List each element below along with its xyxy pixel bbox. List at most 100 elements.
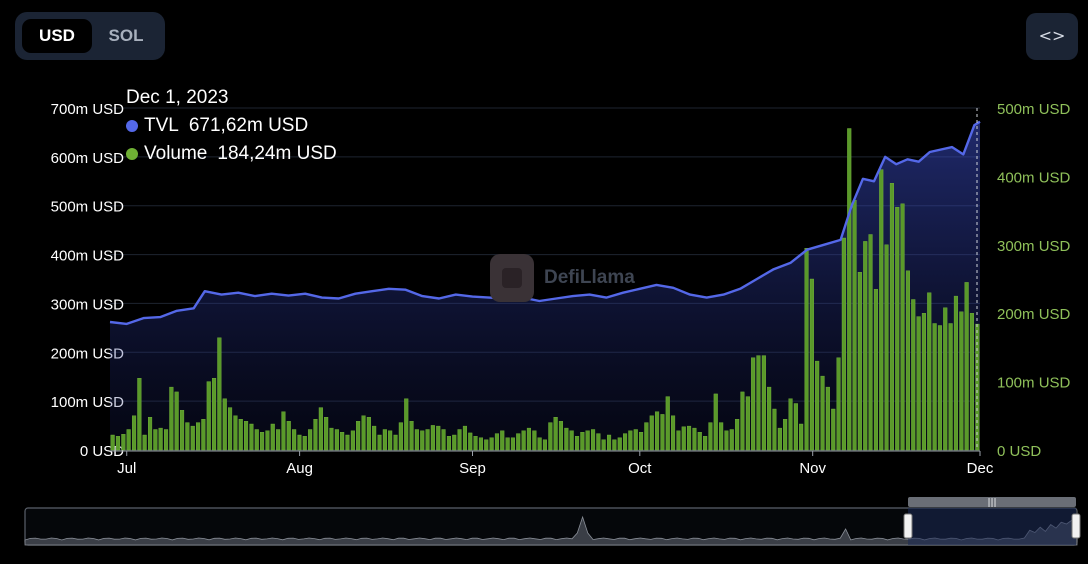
volume-bar [868,234,873,451]
toggle-option-sol[interactable]: SOL [108,26,144,45]
volume-bar [217,337,222,451]
right-axis-tick-label: 0 USD [997,443,1041,460]
volume-bar [526,427,531,451]
volume-bar [804,247,809,451]
volume-bar [825,386,830,451]
volume-bar [126,429,131,451]
volume-bar [558,421,563,451]
volume-bar [580,432,585,451]
volume-bar [500,430,505,451]
volume-bar [409,421,414,451]
volume-bar [884,244,889,451]
volume-bar [265,430,270,451]
volume-bar [414,429,419,451]
volume-bar [676,430,681,451]
tooltip-tvl-value: 671,62m USD [188,115,309,136]
left-axis-tick-label: 200m USD [51,345,125,362]
volume-bar [249,423,254,451]
llama-logo-icon [490,254,534,302]
volume-bar [516,433,521,451]
right-axis-tick-label: 500m USD [997,101,1071,118]
volume-bar [329,427,334,451]
volume-bar [692,427,697,451]
volume-bar [292,429,297,451]
volume-bar [751,357,756,451]
volume-bar [361,415,366,451]
x-axis-tick-label: Dec [967,460,994,477]
code-icon: <> [1038,26,1066,45]
volume-bar [308,429,313,451]
volume-bar [313,419,318,451]
volume-bar [137,378,142,451]
volume-bar [788,398,793,451]
left-axis-tick-label: 100m USD [51,394,125,411]
volume-bar [243,421,249,451]
volume-bar [425,429,430,451]
volume-bar [260,432,265,451]
volume-bar [286,421,291,451]
volume-bar [462,425,468,451]
volume-bar [521,430,526,451]
volume-bar [639,432,644,451]
volume-bar [617,437,622,451]
volume-bar [276,429,281,451]
toggle-option-usd[interactable]: USD [22,19,92,53]
left-axis-tick-label: 500m USD [51,199,125,216]
volume-bar [270,423,275,451]
left-axis-tick-label: 300m USD [51,296,125,313]
left-axis-tick-label: 400m USD [51,248,125,265]
tooltip-tvl-row: TVL 671,62m USD [126,112,337,140]
volume-bar [612,439,617,451]
volume-bar [404,398,409,451]
volume-bar [857,272,862,451]
volume-bar [505,437,510,451]
right-axis-tick-label: 100m USD [997,375,1071,392]
volume-bar [356,421,361,451]
volume-bar [372,425,377,451]
volume-bar [441,429,446,451]
chart-tooltip: Dec 1, 2023 TVL 671,62m USD Volume 184,2… [126,84,337,168]
volume-bar [708,422,713,451]
volume-bar [932,323,937,451]
volume-bar [169,386,174,451]
volume-bar [201,419,206,451]
volume-bar [233,415,238,451]
volume-bar [777,427,782,451]
volume-bar [569,430,574,451]
volume-bar [628,430,633,451]
volume-bar [238,419,243,451]
volume-bar [388,430,393,451]
volume-bar [964,282,969,451]
volume-bar [142,434,147,451]
volume-bar [665,396,670,451]
tooltip-volume-row: Volume 184,24m USD [126,140,337,168]
volume-bar [921,313,926,451]
navigator-grip-icon: ||| [987,498,996,508]
volume-bar [206,381,211,451]
volume-bar [644,422,649,451]
volume-bar [660,414,665,451]
volume-bar [553,417,558,451]
volume-bar [911,299,916,451]
tooltip-date: Dec 1, 2023 [126,87,229,108]
embed-code-button[interactable]: <> [1026,13,1078,60]
volume-bar [905,270,910,451]
volume-bar [863,241,868,451]
volume-bar [623,433,628,451]
navigator-right-handle[interactable] [1071,513,1081,539]
volume-bar [889,182,894,451]
volume-bar [681,426,686,451]
volume-bar [745,396,750,451]
defillama-watermark: DefiLlama [490,254,635,302]
volume-bar [537,437,542,451]
tooltip-tvl-label: TVL [144,115,179,136]
volume-bar [703,436,708,451]
volume-bar [190,425,195,451]
volume-bar [211,378,217,451]
volume-bar [847,128,852,451]
right-axis-tick-label: 200m USD [997,306,1071,323]
volume-bar [607,434,612,451]
navigator-left-handle[interactable] [903,513,913,539]
